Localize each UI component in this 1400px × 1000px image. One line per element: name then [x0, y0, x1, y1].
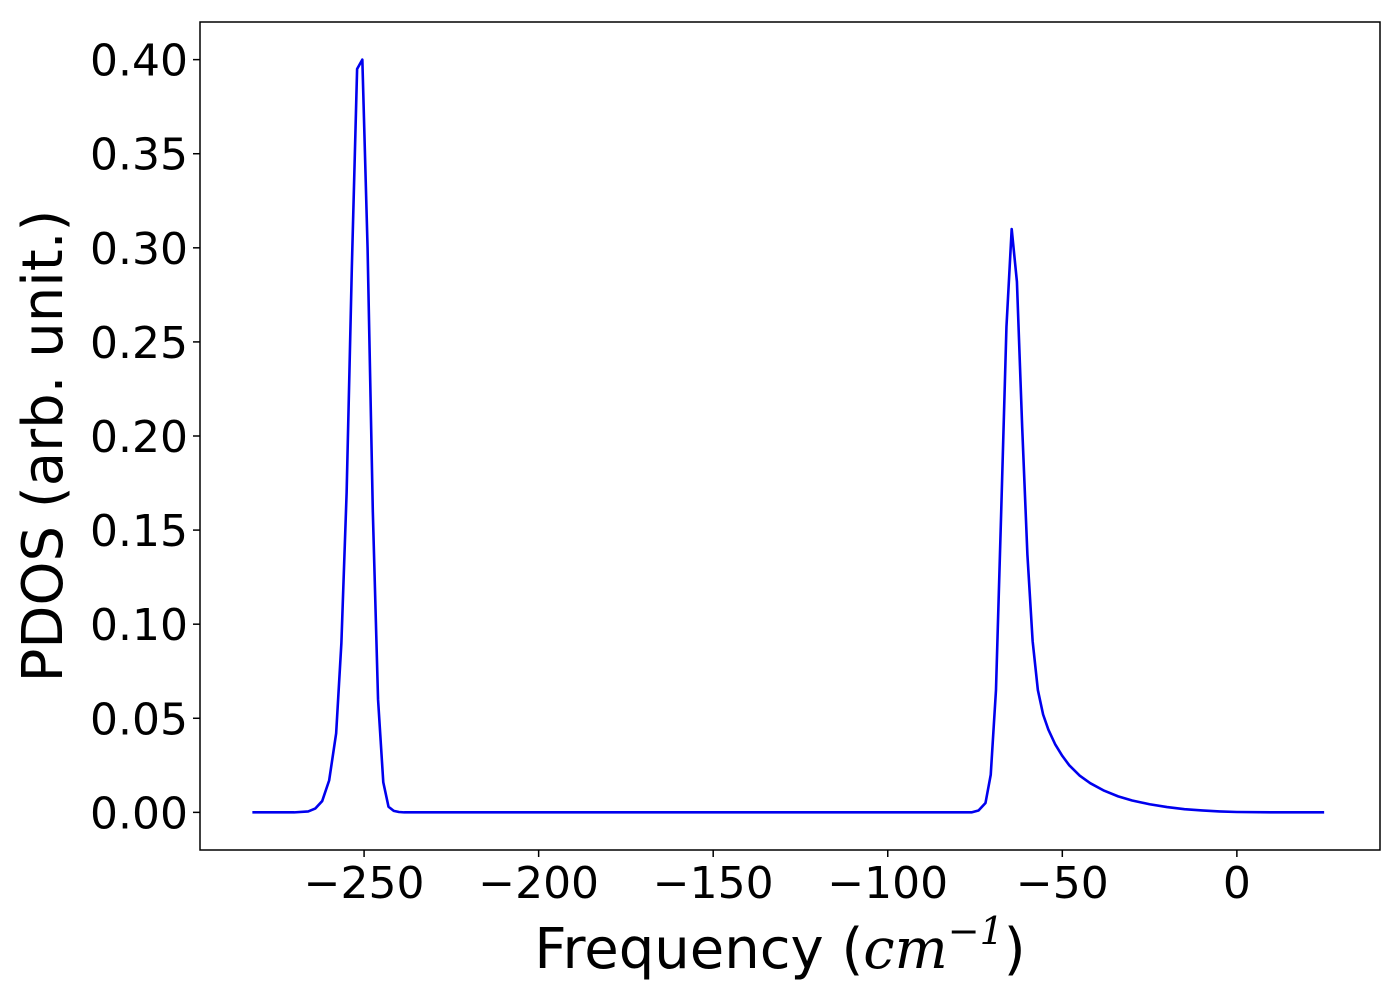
- x-axis-label-suffix: ): [1004, 917, 1026, 982]
- y-tick-label: 0.40: [90, 36, 188, 87]
- y-tick-label: 0.10: [90, 600, 188, 651]
- y-tick-label: 0.05: [90, 694, 188, 745]
- x-tick-label: −150: [653, 858, 774, 909]
- x-axis: −250 −200 −150 −100 −50 0: [304, 850, 1251, 909]
- y-axis-label: PDOS (arb. unit.): [11, 210, 76, 683]
- y-tick-label: 0.00: [90, 788, 188, 839]
- y-tick-label: 0.15: [90, 506, 188, 557]
- x-axis-label-unit: cm: [863, 917, 947, 982]
- y-tick-label: 0.30: [90, 224, 188, 275]
- x-axis-label: Frequency (cm−1): [534, 909, 1025, 982]
- y-tick-label: 0.35: [90, 130, 188, 181]
- plot-frame: [199, 21, 1381, 851]
- y-tick-label: 0.20: [90, 412, 188, 463]
- y-axis: 0.00 0.05 0.10 0.15 0.20 0.25 0.30 0.35 0.40: [90, 36, 200, 839]
- x-tick-label: −100: [827, 858, 948, 909]
- plot-lines: [252, 58, 1325, 814]
- x-tick-label: −200: [478, 858, 599, 909]
- y-tick-label: 0.25: [90, 318, 188, 369]
- x-axis-label-exponent: −1: [948, 909, 1004, 953]
- x-tick-label: 0: [1223, 858, 1251, 909]
- x-tick-label: −250: [304, 858, 425, 909]
- x-tick-label: −50: [1016, 858, 1109, 909]
- x-axis-label-prefix: Frequency (: [534, 917, 863, 982]
- pdos-series-line-0: [252, 58, 1325, 814]
